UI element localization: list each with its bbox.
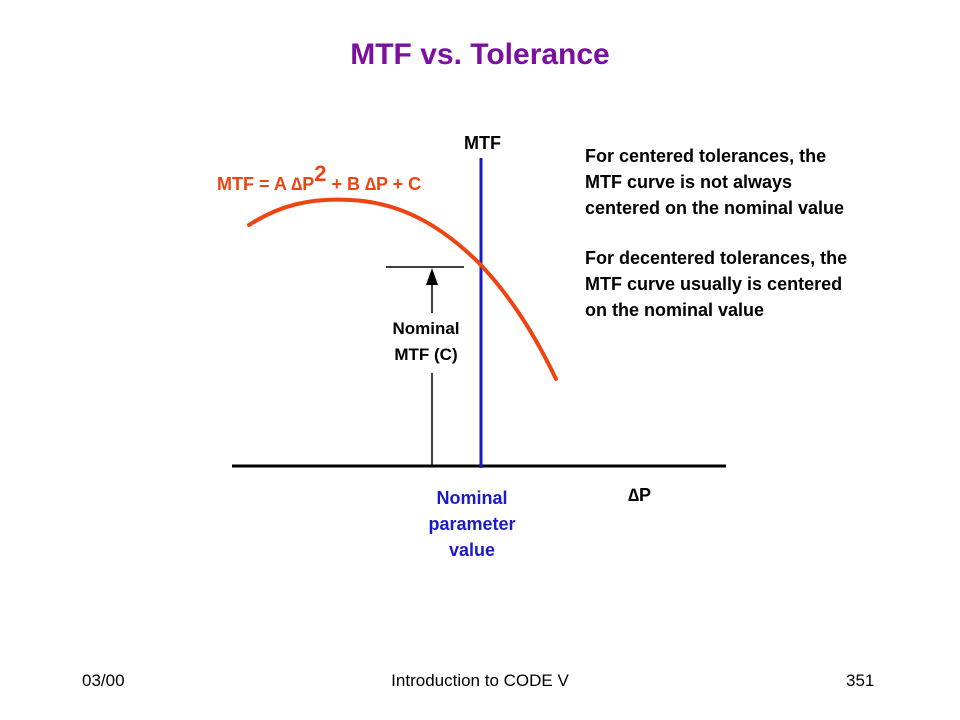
- equation-superscript: 2: [314, 161, 327, 186]
- nominal-mtf-arrow-head: [426, 268, 438, 285]
- note-decentered-line1: For decentered tolerances, the: [585, 248, 848, 268]
- equation-part1: MTF = A: [217, 174, 292, 194]
- note-centered: For centered tolerances, the MTF curve i…: [585, 143, 844, 221]
- nominal-parameter-label-line3: value: [448, 540, 496, 560]
- mtf-curve: [247, 197, 558, 381]
- x-axis-label-delta: ∆: [628, 485, 640, 505]
- x-axis-label-text: P: [639, 485, 652, 505]
- x-axis-label: ∆P: [628, 485, 651, 506]
- note-decentered-line3: on the nominal value: [585, 300, 765, 320]
- equation-label: MTF = A ∆P2 + B ∆P + C: [217, 161, 422, 196]
- nominal-parameter-label-line1: Nominal: [436, 488, 508, 508]
- equation-delta1: ∆: [291, 174, 303, 194]
- y-axis-label: MTF: [464, 133, 501, 153]
- nominal-mtf-label-line2: MTF (C): [394, 345, 458, 364]
- nominal-mtf-label-line1: Nominal: [392, 319, 460, 338]
- equation-part2: P: [302, 174, 315, 194]
- equation-part3: + B: [326, 174, 365, 194]
- equation-part4: P + C: [375, 174, 422, 194]
- nominal-mtf-label: Nominal MTF (C): [376, 316, 476, 368]
- footer-page-number: 351: [846, 671, 875, 690]
- equation-delta2: ∆: [364, 174, 376, 194]
- note-decentered-line2: MTF curve usually is centered: [585, 274, 843, 294]
- slide-title: MTF vs. Tolerance: [350, 38, 610, 71]
- nominal-parameter-label: Nominal parameter value: [412, 485, 532, 563]
- note-centered-line2: MTF curve is not always: [585, 172, 793, 192]
- note-centered-line3: centered on the nominal value: [585, 198, 845, 218]
- nominal-parameter-label-line2: parameter: [428, 514, 516, 534]
- note-centered-line1: For centered tolerances, the: [585, 146, 827, 166]
- footer-course: Introduction to CODE V: [391, 671, 569, 690]
- footer-date: 03/00: [82, 671, 125, 690]
- note-decentered: For decentered tolerances, the MTF curve…: [585, 245, 847, 323]
